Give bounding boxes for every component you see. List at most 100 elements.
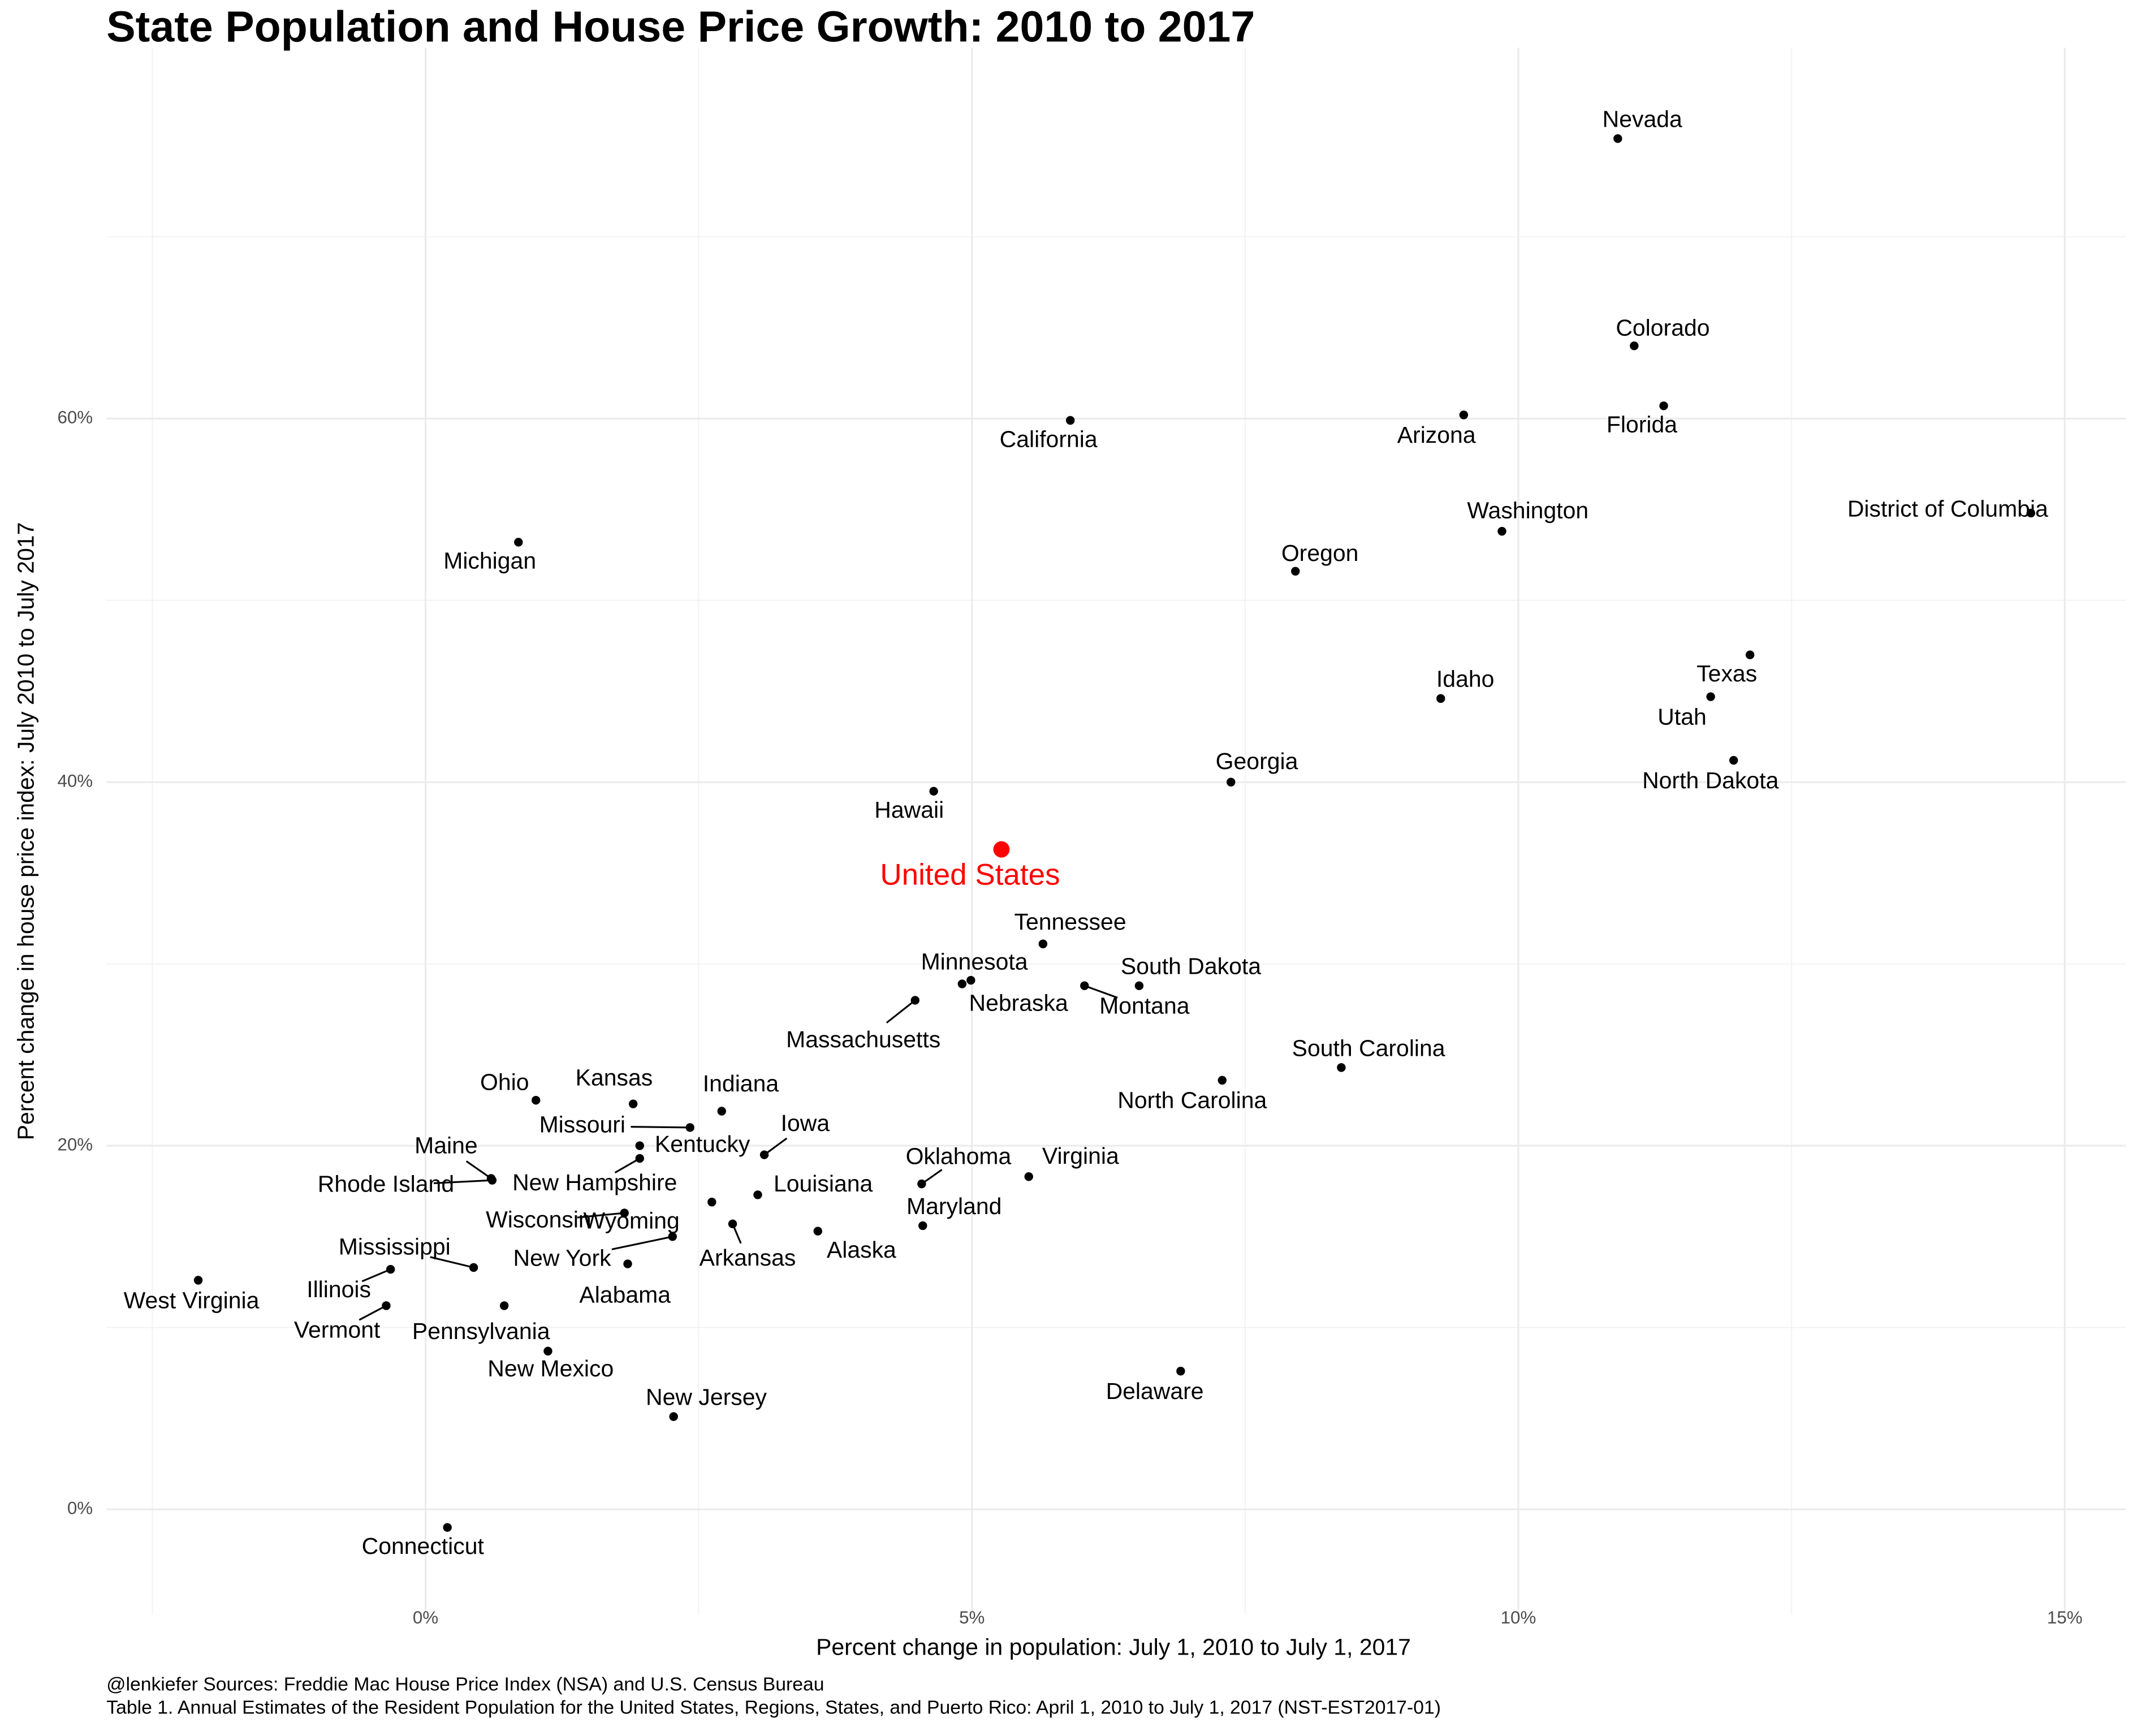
point-label: Tennessee xyxy=(1014,909,1126,935)
point-label: New Mexico xyxy=(487,1355,614,1381)
x-tick-label: 10% xyxy=(1501,1608,1536,1627)
point xyxy=(469,1263,478,1272)
point-label: Montana xyxy=(1099,993,1190,1019)
point xyxy=(382,1301,391,1310)
leader-line xyxy=(1084,984,1118,999)
point xyxy=(1134,981,1144,990)
point-label: Pennsylvania xyxy=(412,1318,550,1344)
point-label: Kentucky xyxy=(655,1131,750,1157)
point xyxy=(668,1232,677,1241)
point xyxy=(623,1259,632,1268)
point-label: Alabama xyxy=(579,1282,671,1308)
point xyxy=(1459,411,1469,420)
point-label: Florida xyxy=(1607,412,1677,438)
point-label: California xyxy=(1000,426,1098,452)
point-label: Kansas xyxy=(576,1065,653,1091)
point xyxy=(1659,401,1668,411)
point xyxy=(707,1198,716,1207)
point-label: Nevada xyxy=(1603,106,1682,132)
point-label: North Carolina xyxy=(1117,1087,1267,1113)
leader-line xyxy=(631,1126,690,1129)
leader-line xyxy=(611,1236,673,1250)
point xyxy=(1436,694,1445,703)
point xyxy=(620,1208,629,1217)
point-label: Maryland xyxy=(906,1193,1001,1219)
point xyxy=(499,1301,509,1310)
y-tick-label: 0% xyxy=(67,1498,93,1518)
point xyxy=(1080,981,1089,990)
point xyxy=(193,1276,203,1285)
point-label: Virginia xyxy=(1042,1143,1119,1169)
point-label: Colorado xyxy=(1616,314,1709,340)
leader-line xyxy=(359,1305,387,1321)
point-label: Minnesota xyxy=(921,949,1028,975)
caption: @lenkiefer Sources: Freddie Mac House Pr… xyxy=(106,1674,824,1695)
point-label: Missouri xyxy=(539,1111,625,1137)
leader-line xyxy=(614,1158,641,1174)
leader-line xyxy=(465,1160,492,1180)
point xyxy=(759,1150,769,1159)
leader-line xyxy=(763,1137,788,1156)
leader-line xyxy=(433,1179,493,1185)
point xyxy=(929,787,938,796)
point-label: New York xyxy=(513,1245,612,1271)
leader-line xyxy=(577,1212,625,1219)
point-label: Nebraska xyxy=(969,990,1068,1016)
point-label: Oklahoma xyxy=(906,1143,1012,1169)
y-tick-label: 60% xyxy=(57,407,93,427)
point xyxy=(386,1265,395,1274)
point xyxy=(1291,567,1300,576)
point-label: District of Columbia xyxy=(1847,495,2048,521)
point xyxy=(1706,692,1715,701)
point-label: New Hampshire xyxy=(512,1169,677,1195)
point-label: Iowa xyxy=(781,1110,830,1136)
point xyxy=(635,1141,644,1150)
point xyxy=(1038,939,1048,948)
point-label: Texas xyxy=(1696,660,1757,686)
point-label: Vermont xyxy=(294,1317,381,1343)
leader-line xyxy=(430,1256,474,1269)
point xyxy=(813,1227,822,1236)
x-tick-label: 15% xyxy=(2047,1608,2083,1627)
point xyxy=(910,996,919,1005)
point-label: Utah xyxy=(1657,703,1707,729)
point xyxy=(1745,650,1755,659)
point xyxy=(443,1523,452,1532)
point xyxy=(1337,1063,1346,1072)
point xyxy=(753,1190,762,1199)
point-label: Maine xyxy=(415,1132,478,1158)
point-label: Arkansas xyxy=(700,1245,796,1271)
point-label: Mississippi xyxy=(339,1234,451,1260)
y-tick-label: 20% xyxy=(57,1134,93,1154)
point-label: Wyoming xyxy=(583,1208,679,1234)
point xyxy=(918,1221,927,1230)
point xyxy=(1218,1076,1227,1085)
point-label: Hawaii xyxy=(874,797,944,823)
point-label: Louisiana xyxy=(774,1171,873,1197)
point-label: Indiana xyxy=(703,1070,779,1096)
point-label: Illinois xyxy=(306,1276,371,1302)
point xyxy=(1497,526,1506,536)
x-tick-label: 0% xyxy=(413,1608,438,1627)
point xyxy=(635,1154,644,1163)
caption: Table 1. Annual Estimates of the Residen… xyxy=(106,1697,1441,1718)
point xyxy=(543,1346,552,1356)
point-label: Alaska xyxy=(827,1237,896,1263)
point xyxy=(2026,508,2036,518)
point-label: Rhode Island xyxy=(318,1171,454,1197)
point-label: Connecticut xyxy=(362,1533,485,1559)
point xyxy=(1630,341,1639,351)
point xyxy=(717,1107,726,1116)
point xyxy=(531,1096,541,1105)
point-label: New Jersey xyxy=(646,1384,767,1410)
leader-line xyxy=(361,1268,391,1282)
point xyxy=(685,1123,694,1132)
point-label: Georgia xyxy=(1216,748,1298,774)
point-label: Michigan xyxy=(443,548,536,574)
point xyxy=(514,538,523,547)
point xyxy=(1729,755,1738,765)
point xyxy=(1065,416,1075,425)
x-axis-title: Percent change in population: July 1, 20… xyxy=(816,1634,1411,1660)
